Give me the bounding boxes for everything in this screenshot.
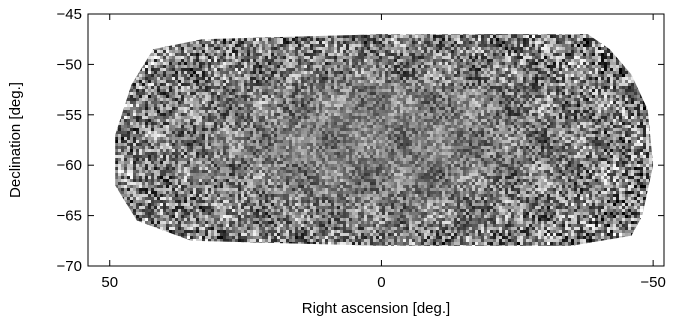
sky-map-image bbox=[115, 34, 654, 246]
axis-ticks: 50 0 −50 −45 −50 −55 −60 −65 −70 bbox=[57, 6, 666, 291]
y-tick-label: −70 bbox=[57, 258, 82, 275]
y-tick-label: −60 bbox=[57, 157, 82, 174]
y-tick-label: −45 bbox=[57, 6, 82, 23]
x-tick-label: 50 bbox=[101, 274, 118, 291]
y-axis-title: Declination [deg.] bbox=[7, 82, 24, 198]
y-tick-label: −55 bbox=[57, 107, 82, 124]
x-tick-label: −50 bbox=[640, 274, 665, 291]
x-axis-title: Right ascension [deg.] bbox=[302, 300, 450, 317]
y-tick-label: −50 bbox=[57, 56, 82, 73]
plot-area-frame bbox=[87, 13, 665, 267]
x-tick-label: 0 bbox=[377, 274, 385, 291]
y-tick-label: −65 bbox=[57, 208, 82, 225]
